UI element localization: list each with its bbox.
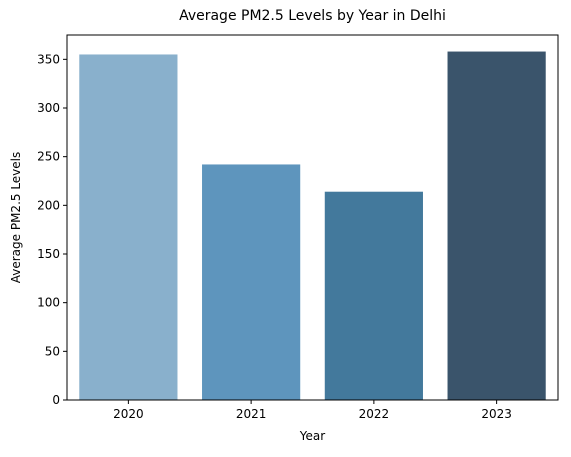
y-tick-label: 50 <box>45 344 60 358</box>
y-tick-label: 100 <box>37 296 60 310</box>
x-tick-label-2021: 2021 <box>236 407 267 421</box>
y-axis: 0 50 100 150 200 250 300 350 <box>37 52 67 407</box>
x-axis: 2020 2021 2022 2023 <box>113 400 512 421</box>
chart-title: Average PM2.5 Levels by Year in Delhi <box>179 8 446 24</box>
y-tick-label: 150 <box>37 247 60 261</box>
x-axis-label: Year <box>299 429 325 443</box>
y-tick-label: 250 <box>37 150 60 164</box>
x-tick-label-2023: 2023 <box>481 407 512 421</box>
bars-group <box>79 51 546 401</box>
y-tick-label: 300 <box>37 101 60 115</box>
x-tick-label-2020: 2020 <box>113 407 144 421</box>
bar-2022 <box>324 191 423 400</box>
x-tick-label-2022: 2022 <box>359 407 390 421</box>
plot-frame <box>66 34 559 401</box>
bar-2023 <box>447 51 546 401</box>
y-axis-label: Average PM2.5 Levels <box>9 152 23 284</box>
bar-2020 <box>79 54 178 400</box>
bar-2021 <box>202 164 301 400</box>
y-tick-label: 350 <box>37 52 60 66</box>
y-tick-label: 200 <box>37 198 60 212</box>
y-tick-label: 0 <box>52 393 60 407</box>
